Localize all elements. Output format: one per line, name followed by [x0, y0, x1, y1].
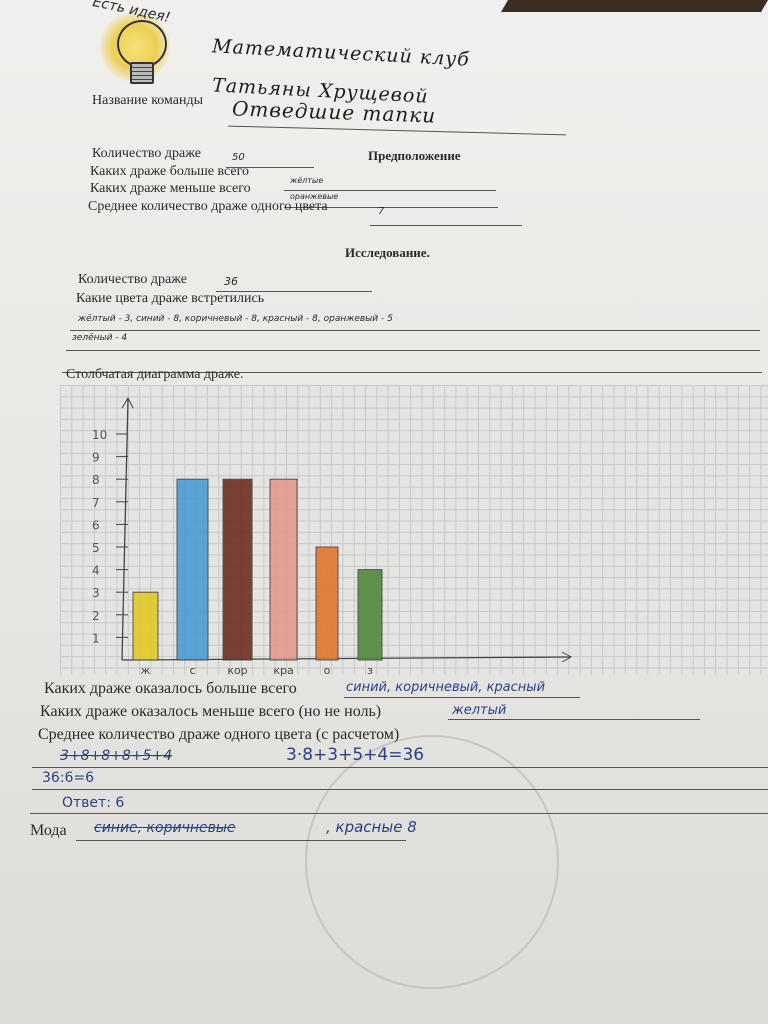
mode-crossed: синие, коричневые: [94, 820, 236, 836]
lightbulb-base-icon: [130, 62, 154, 84]
hyp-least-label: Каких драже меньше всего: [90, 181, 251, 196]
res-colors-label: Какие цвета драже встретились: [76, 291, 265, 306]
res-colors-line1: жёлтый - 3, синий - 8, коричневый - 8, к…: [78, 314, 393, 324]
hyp-count-value: 50: [232, 152, 245, 163]
res-count-value: 36: [224, 275, 238, 288]
circle-outline: [305, 735, 559, 989]
chart-label: Столбчатая диаграмма драже.: [66, 367, 244, 382]
x-tick-label: с: [189, 664, 195, 677]
y-tick-label: 1: [92, 631, 100, 645]
hyp-most-value: жёлтые: [290, 176, 324, 185]
y-tick-label: 7: [92, 496, 100, 510]
res-most-value: синий, коричневый, красный: [346, 680, 546, 695]
y-axis: [121, 397, 129, 661]
research-heading: Исследование.: [345, 245, 430, 260]
res-count-label: Количество драже: [78, 272, 187, 287]
hypothesis-heading: Предположение: [368, 148, 461, 163]
calc-crossed: 3+8+8+8+5+4: [60, 748, 173, 764]
x-tick-label: кор: [227, 664, 247, 677]
res-least-label: Каких драже оказалось меньше всего (но н…: [40, 703, 382, 720]
x-axis-arrow-icon: [561, 651, 573, 663]
res-colors-line2: зелёный - 4: [72, 333, 128, 343]
calc-line1: 3·8+3+5+4=36: [286, 745, 425, 765]
hyp-least-value: оранжевые: [290, 192, 339, 201]
y-tick-label: 6: [92, 518, 100, 532]
y-tick-label: 10: [92, 428, 107, 442]
bar-ж: [132, 591, 159, 661]
bar-кор: [222, 478, 253, 661]
mode-value: , красные 8: [326, 818, 417, 836]
bar-с: [176, 478, 209, 661]
bar-з: [357, 569, 383, 661]
x-tick-label: кра: [273, 664, 293, 677]
y-tick-label: 2: [92, 609, 100, 623]
answer: Ответ: 6: [62, 795, 125, 811]
team-label: Название команды: [92, 93, 204, 108]
mode-label: Мода: [30, 822, 67, 839]
y-tick-label: 5: [92, 541, 100, 555]
y-tick-label: 9: [92, 451, 100, 465]
y-tick-label: 8: [92, 473, 100, 487]
bar-о: [315, 546, 339, 661]
res-avg-label: Среднее количество драже одного цвета (с…: [38, 726, 400, 743]
x-tick-label: з: [367, 664, 373, 677]
x-tick-label: о: [324, 664, 331, 677]
y-tick-label: 4: [92, 564, 100, 578]
y-axis-arrow-icon: [121, 396, 134, 409]
hyp-avg-value: 7: [378, 206, 385, 217]
hyp-most-label: Каких драже больше всего: [90, 164, 250, 179]
hyp-count-label: Количество драже: [92, 146, 201, 161]
y-tick-label: 3: [92, 586, 100, 600]
hyp-avg-label: Среднее количество драже одного цвета: [88, 199, 328, 214]
bar-кра: [269, 478, 298, 661]
calc-line2: 36:6=6: [42, 770, 95, 786]
x-tick-label: ж: [141, 664, 151, 677]
res-least-value: желтый: [452, 703, 507, 718]
res-most-label: Каких драже оказалось больше всего: [44, 680, 297, 697]
